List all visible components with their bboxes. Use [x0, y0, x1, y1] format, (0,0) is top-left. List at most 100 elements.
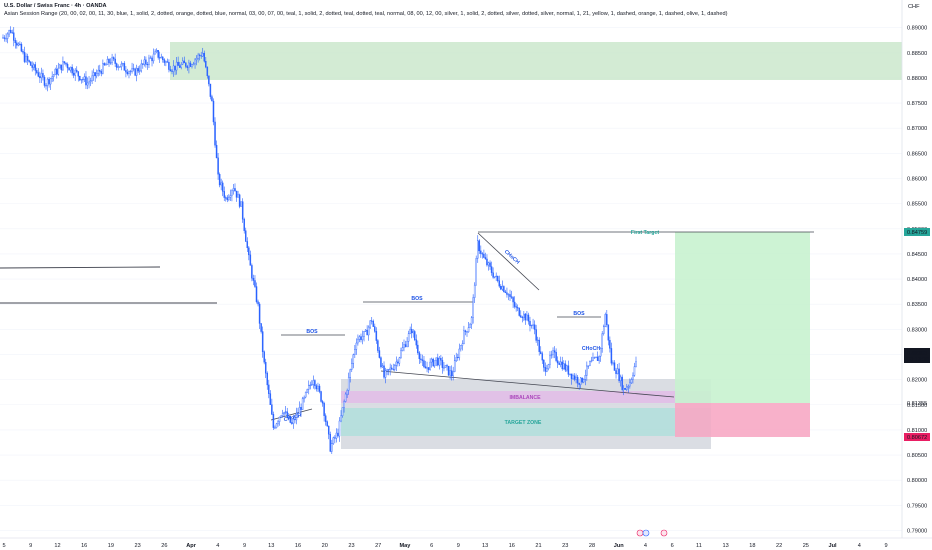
time-axis[interactable]: 5 9 12 16 19 23 26 Apr 4 9 13 16 20 23 27 May 6 9 13 16 21 23… — [0, 537, 932, 550]
candle[interactable] — [74, 68, 76, 81]
candle[interactable] — [221, 180, 224, 197]
candle[interactable] — [390, 364, 393, 371]
candle[interactable] — [337, 428, 339, 438]
candle[interactable] — [148, 54, 150, 69]
candle[interactable] — [435, 357, 438, 367]
candle[interactable] — [17, 42, 20, 47]
candle[interactable] — [119, 66, 121, 68]
candle[interactable] — [397, 359, 399, 367]
candle[interactable] — [205, 57, 207, 69]
candle[interactable] — [355, 338, 358, 355]
candle[interactable] — [372, 319, 375, 327]
candle[interactable] — [209, 83, 212, 100]
candle[interactable] — [602, 324, 605, 336]
economic-event-icon-2[interactable] — [642, 529, 650, 537]
candle[interactable] — [49, 77, 52, 91]
candle[interactable] — [272, 411, 275, 430]
candle[interactable] — [452, 366, 454, 381]
candle[interactable] — [340, 410, 342, 423]
candle[interactable] — [215, 140, 218, 159]
candle[interactable] — [467, 321, 470, 333]
candle[interactable] — [280, 415, 282, 419]
candle[interactable] — [172, 60, 175, 77]
candle[interactable] — [492, 267, 494, 279]
candle[interactable] — [607, 324, 610, 346]
candle[interactable] — [581, 377, 583, 384]
candle[interactable] — [507, 293, 510, 301]
candle[interactable] — [139, 65, 141, 75]
candle[interactable] — [45, 83, 47, 90]
candle[interactable] — [14, 37, 17, 49]
candle[interactable] — [298, 401, 301, 414]
candle[interactable] — [343, 399, 345, 413]
candle[interactable] — [586, 361, 588, 381]
candle[interactable] — [165, 60, 167, 67]
candle[interactable] — [268, 379, 270, 399]
price-axis[interactable]: CHF 0.89000 0.88500 0.88000 0.87500 0.87000 0… — [901, 0, 932, 538]
candle[interactable] — [157, 49, 159, 60]
candle[interactable] — [629, 378, 631, 389]
candle[interactable] — [384, 367, 387, 384]
candle[interactable] — [128, 70, 130, 79]
candle[interactable] — [6, 32, 9, 44]
candle[interactable] — [13, 27, 15, 47]
candle[interactable] — [9, 26, 12, 34]
candle[interactable] — [329, 431, 331, 453]
candle[interactable] — [493, 276, 496, 279]
candle[interactable] — [263, 350, 265, 365]
candle[interactable] — [123, 61, 126, 71]
candle[interactable] — [261, 326, 264, 358]
candle[interactable] — [524, 312, 527, 325]
candle[interactable] — [409, 326, 411, 335]
candle[interactable] — [383, 361, 385, 379]
candle[interactable] — [501, 280, 504, 291]
candle[interactable] — [371, 316, 373, 325]
imbalance-zone[interactable] — [341, 391, 711, 403]
candle[interactable] — [444, 365, 447, 368]
candle[interactable] — [417, 340, 419, 355]
candle[interactable] — [487, 261, 490, 271]
choch-label-3[interactable]: CHoCH — [582, 346, 600, 352]
candle[interactable] — [433, 360, 436, 368]
candle[interactable] — [447, 365, 450, 377]
candle[interactable] — [132, 63, 135, 72]
candle[interactable] — [361, 330, 364, 345]
candle[interactable] — [532, 318, 534, 330]
candle[interactable] — [57, 62, 60, 76]
candle[interactable] — [406, 337, 408, 348]
candle[interactable] — [489, 260, 491, 270]
choch-trendline-low[interactable] — [270, 408, 313, 421]
candle[interactable] — [218, 172, 221, 188]
candle[interactable] — [286, 407, 288, 419]
candle[interactable] — [364, 328, 367, 333]
candle[interactable] — [43, 75, 46, 88]
candle[interactable] — [195, 55, 198, 66]
candle[interactable] — [194, 57, 196, 69]
candle[interactable] — [354, 344, 356, 358]
candle[interactable] — [163, 58, 166, 66]
candle[interactable] — [266, 371, 268, 390]
candle[interactable] — [380, 356, 382, 369]
candle[interactable] — [126, 68, 129, 76]
candle[interactable] — [381, 363, 384, 368]
candle[interactable] — [526, 310, 528, 321]
candle[interactable] — [615, 367, 617, 379]
candle[interactable] — [415, 334, 418, 349]
candle[interactable] — [289, 415, 292, 424]
candle[interactable] — [547, 363, 550, 371]
candle[interactable] — [102, 59, 104, 75]
candle[interactable] — [349, 368, 351, 383]
candle[interactable] — [327, 425, 330, 440]
candle[interactable] — [420, 353, 422, 364]
candle[interactable] — [469, 322, 471, 328]
lows-trendline[interactable] — [380, 370, 675, 398]
candle[interactable] — [587, 365, 590, 369]
profit-target-zone[interactable] — [675, 232, 810, 403]
candle[interactable] — [37, 68, 40, 78]
candle[interactable] — [544, 362, 547, 376]
candle[interactable] — [240, 201, 242, 207]
candle[interactable] — [3, 35, 6, 42]
candle[interactable] — [555, 348, 557, 363]
candle[interactable] — [601, 331, 603, 353]
candle[interactable] — [32, 62, 35, 71]
